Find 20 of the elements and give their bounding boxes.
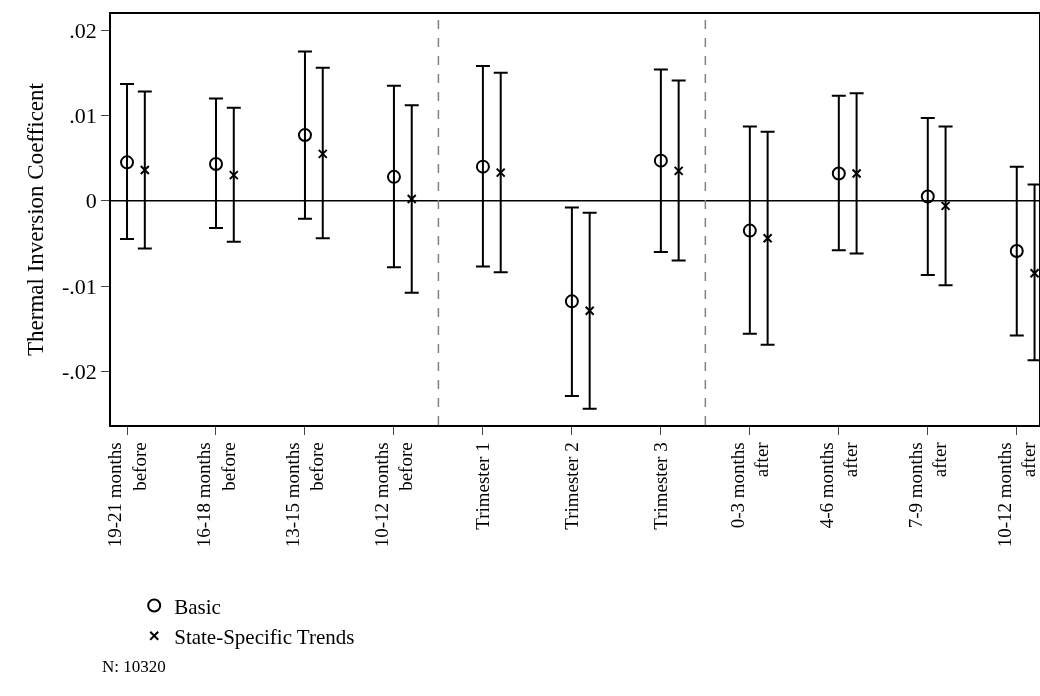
y-axis-title: Thermal Inversion Coefficent <box>22 82 48 356</box>
x-tick-label: 0-3 months after <box>726 441 773 529</box>
y-tick-label: -.02 <box>62 358 97 384</box>
x-tick-label: 19-21 months before <box>103 442 150 548</box>
y-tick-label: -.01 <box>62 273 97 299</box>
x-tick-label: 7-9 months after <box>904 441 951 529</box>
x-tick-label: 10-12 months after <box>993 441 1040 548</box>
x-tick-label: 4-6 months after <box>815 441 862 529</box>
x-tick-label: Trimester 1 <box>472 442 494 530</box>
x-tick-label: Trimester 2 <box>561 442 583 530</box>
legend-label: State-Specific Trends <box>174 624 355 649</box>
y-tick-label: .02 <box>69 17 97 43</box>
legend-label: Basic <box>174 594 221 619</box>
text: N: 10320 <box>102 657 166 676</box>
x-tick-label: Trimester 3 <box>650 442 672 530</box>
x-tick-label: 10-12 months before <box>370 442 417 548</box>
y-tick-label: 0 <box>85 188 97 214</box>
x-tick-label: 16-18 months before <box>192 442 239 548</box>
x-tick-label: 13-15 months before <box>281 442 328 548</box>
y-tick-label: .01 <box>69 103 97 129</box>
